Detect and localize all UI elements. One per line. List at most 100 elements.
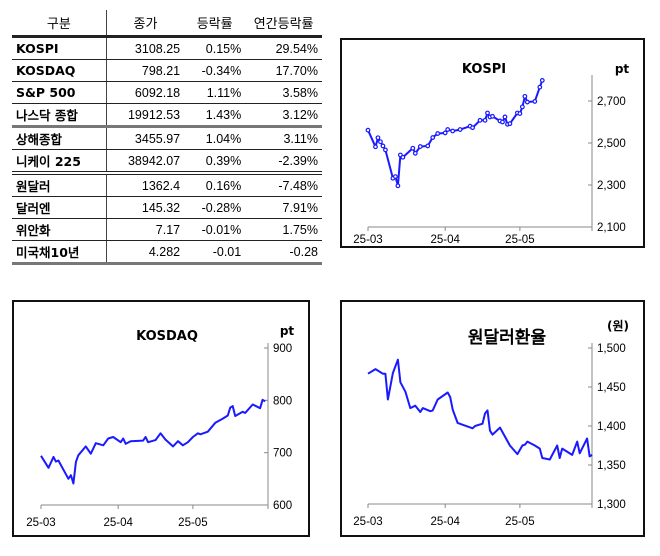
x-tick-label: 25-03 bbox=[353, 516, 382, 528]
cell-ytd: -7.48% bbox=[245, 173, 322, 197]
data-point bbox=[470, 125, 475, 131]
cell-ytd: 3.11% bbox=[245, 126, 322, 150]
y-tick-label: 700 bbox=[273, 448, 292, 460]
cell-name: 달러엔 bbox=[12, 196, 107, 219]
data-point bbox=[430, 135, 436, 140]
header-close: 종가 bbox=[133, 17, 158, 32]
usdkrw-chart-svg: 원달러환율 (원) 1,300 1,350 1,400 1,450 1,500 25-03 25… bbox=[353, 319, 629, 528]
x-tick-label: 25-05 bbox=[505, 516, 534, 528]
y-tick-label: 1,350 bbox=[597, 460, 626, 472]
y-axis-unit: (원) bbox=[607, 319, 629, 333]
cell-name: KOSPI bbox=[12, 36, 107, 60]
cell-ytd: -0.28 bbox=[245, 240, 322, 265]
table-row: S&P 500 6092.18 1.11% 3.58% bbox=[12, 81, 322, 104]
cell-close: 6092.18 bbox=[106, 81, 185, 104]
cell-change: 1.11% bbox=[184, 81, 246, 104]
cell-close: 3455.97 bbox=[106, 126, 185, 150]
x-tick-label: 25-04 bbox=[430, 516, 460, 528]
cell-change: -0.01% bbox=[184, 218, 246, 241]
cell-change: 1.04% bbox=[184, 126, 246, 150]
data-point bbox=[532, 99, 538, 104]
cell-ytd: 29.54% bbox=[245, 36, 322, 60]
series-line bbox=[40, 398, 266, 485]
data-point bbox=[485, 110, 490, 116]
cell-change: 0.15% bbox=[184, 36, 246, 60]
y-tick-label: 2,500 bbox=[597, 138, 626, 150]
cell-change: 1.43% bbox=[184, 103, 246, 128]
cell-name: KOSDAQ bbox=[12, 59, 107, 82]
x-tick-label: 25-04 bbox=[430, 234, 460, 246]
table-row: 나스닥 종합 19912.53 1.43% 3.12% bbox=[12, 103, 322, 128]
y-axis-unit: pt bbox=[615, 62, 630, 76]
usdkrw-chart: 원달러환율 (원) 1,300 1,350 1,400 1,450 1,500 25-03 25… bbox=[340, 300, 645, 537]
y-tick-label: 600 bbox=[273, 500, 292, 512]
cell-close: 4.282 bbox=[106, 240, 185, 265]
cell-change: -0.01 bbox=[184, 240, 246, 265]
y-tick-label: 2,700 bbox=[597, 96, 626, 108]
data-point bbox=[537, 84, 543, 90]
cell-change: 0.16% bbox=[184, 173, 246, 197]
data-point bbox=[412, 150, 418, 156]
table-row: 미국채10년 4.282 -0.01 -0.28 bbox=[12, 240, 322, 265]
y-axis-unit: pt bbox=[280, 324, 295, 338]
cell-change: 0.39% bbox=[184, 149, 246, 175]
cell-close: 3108.25 bbox=[106, 36, 185, 60]
table-header-row: 구분 종가 등락률 연간등락률 bbox=[12, 10, 322, 37]
chart-title: KOSDAQ bbox=[136, 329, 198, 344]
data-point bbox=[517, 111, 523, 116]
y-tick-label: 2,300 bbox=[597, 180, 626, 192]
header-change: 등락률 bbox=[196, 17, 233, 32]
series-line bbox=[367, 358, 593, 461]
data-point bbox=[482, 117, 488, 123]
cell-name: 원달러 bbox=[12, 173, 107, 197]
table-row: KOSDAQ 798.21 -0.34% 17.70% bbox=[12, 59, 322, 82]
x-tick-label: 25-05 bbox=[178, 517, 207, 529]
data-point bbox=[435, 131, 441, 136]
chart-title: KOSPI bbox=[462, 62, 506, 77]
data-point bbox=[539, 78, 545, 83]
chart-title: 원달러환율 bbox=[468, 327, 547, 348]
data-point bbox=[445, 127, 451, 132]
x-tick-label: 25-04 bbox=[103, 517, 133, 529]
kospi-chart: KOSPI pt 2,100 2,300 2,500 2,700 25-03 25-04 25-… bbox=[340, 38, 645, 248]
table-row: 니케이 225 38942.07 0.39% -2.39% bbox=[12, 149, 322, 175]
cell-change: -0.34% bbox=[184, 59, 246, 82]
cell-ytd: 3.58% bbox=[245, 81, 322, 104]
cell-ytd: 7.91% bbox=[245, 196, 322, 219]
cell-name: S&P 500 bbox=[12, 81, 107, 104]
data-point bbox=[450, 128, 456, 134]
data-point bbox=[457, 127, 463, 132]
data-point bbox=[373, 144, 378, 150]
x-tick-label: 25-03 bbox=[26, 517, 55, 529]
table-row: 위안화 7.17 -0.01% 1.75% bbox=[12, 218, 322, 241]
data-point bbox=[378, 139, 383, 145]
data-point bbox=[477, 117, 483, 123]
table-row: 달러엔 145.32 -0.28% 7.91% bbox=[12, 196, 322, 219]
data-point bbox=[417, 144, 423, 149]
y-tick-label: 1,500 bbox=[597, 343, 626, 355]
data-point bbox=[442, 130, 448, 136]
cell-ytd: 17.70% bbox=[245, 59, 322, 82]
kosdaq-chart: KOSDAQ pt 600 700 800 900 25-03 25-04 25-05 bbox=[12, 300, 310, 537]
kospi-chart-svg: KOSPI pt 2,100 2,300 2,500 2,700 25-03 25-04 25-… bbox=[353, 62, 630, 246]
data-point bbox=[490, 113, 495, 119]
data-point bbox=[392, 174, 398, 180]
data-point bbox=[365, 127, 371, 133]
y-tick-label: 900 bbox=[273, 343, 292, 355]
data-point bbox=[502, 114, 508, 120]
cell-ytd: -2.39% bbox=[245, 149, 322, 175]
y-tick-label: 1,400 bbox=[597, 421, 626, 433]
cell-close: 7.17 bbox=[106, 218, 185, 241]
data-point bbox=[524, 99, 530, 105]
data-point bbox=[410, 145, 416, 151]
cell-ytd: 3.12% bbox=[245, 103, 322, 128]
data-point bbox=[400, 154, 406, 160]
cell-name: 위안화 bbox=[12, 218, 107, 241]
y-tick-label: 2,100 bbox=[597, 222, 626, 234]
table-row: 원달러 1362.4 0.16% -7.48% bbox=[12, 173, 322, 197]
table-row: KOSPI 3108.25 0.15% 29.54% bbox=[12, 36, 322, 60]
cell-close: 145.32 bbox=[106, 196, 185, 219]
data-point bbox=[380, 143, 386, 149]
x-tick-label: 25-03 bbox=[353, 234, 382, 246]
cell-name: 미국채10년 bbox=[12, 240, 107, 265]
